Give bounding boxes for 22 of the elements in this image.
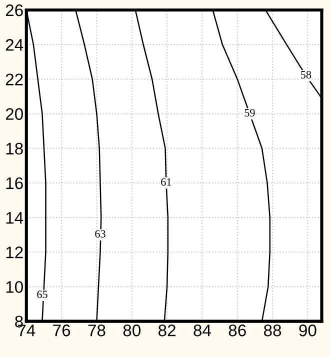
annotation: 61 [161, 178, 172, 186]
y-tick-label: 20 [6, 108, 23, 120]
x-tick-label: 80 [123, 324, 140, 336]
y-tick-label: 26 [6, 4, 23, 16]
x-tick-label: 88 [264, 324, 282, 336]
y-tick-label: 22 [6, 74, 23, 86]
annotation: 58 [301, 71, 312, 78]
x-tick-label: 78 [88, 324, 106, 336]
x-tick-label: 82 [158, 324, 176, 336]
annotation: 65 [37, 290, 48, 298]
annotation: 63 [95, 230, 106, 238]
y-tick-label: 18 [6, 142, 23, 155]
y-tick-label: 24 [6, 38, 24, 51]
y-tick-label: 16 [6, 177, 23, 190]
x-tick-label: 86 [228, 324, 246, 336]
annotation: 59 [244, 109, 255, 117]
y-tick-label: 10 [6, 281, 23, 293]
y-tick-label: 14 [6, 212, 24, 224]
y-tick-label: 12 [6, 246, 23, 258]
x-tick-label: 84 [194, 324, 211, 336]
x-tick-label: 90 [299, 324, 316, 336]
x-tick-label: 76 [53, 324, 70, 336]
